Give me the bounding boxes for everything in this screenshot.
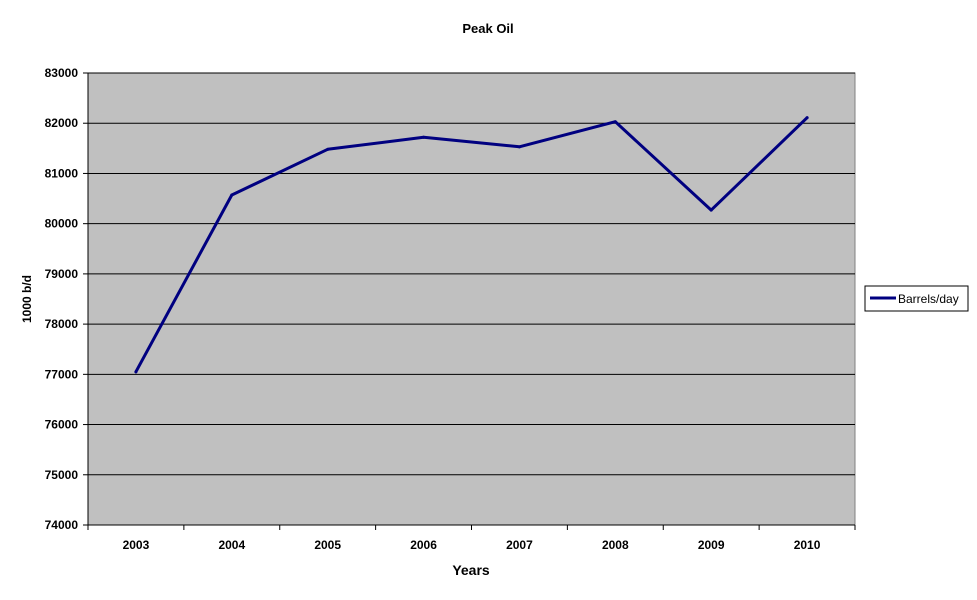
series: [134, 116, 809, 374]
y-tick-label: 78000: [45, 317, 79, 331]
chart-title: Peak Oil: [462, 21, 513, 36]
y-tick-label: 82000: [45, 116, 79, 130]
data-point: [134, 370, 138, 374]
data-point: [326, 147, 330, 151]
x-tick-label: 2003: [123, 538, 150, 552]
x-tick-label: 2009: [698, 538, 725, 552]
data-point: [709, 208, 713, 212]
gridlines: [88, 72, 855, 476]
y-tick-label: 79000: [45, 267, 79, 281]
y-tick-labels: 74000 75000 76000 77000 78000 79000 80000 81000…: [45, 66, 79, 532]
data-point: [230, 193, 234, 197]
y-tick-label: 81000: [45, 166, 79, 180]
y-tick-label: 74000: [45, 518, 79, 532]
axes: [83, 72, 856, 530]
plot-area: [87, 72, 856, 526]
y-tick-label: 77000: [45, 367, 79, 381]
y-tick-label: 83000: [45, 66, 79, 80]
x-tick-label: 2006: [410, 538, 437, 552]
legend-label: Barrels/day: [898, 292, 959, 306]
y-axis-title: 1000 b/d: [20, 275, 34, 323]
y-tick-label: 75000: [45, 468, 79, 482]
x-tick-label: 2008: [602, 538, 629, 552]
x-tick-label: 2010: [794, 538, 821, 552]
y-tick-label: 76000: [45, 418, 79, 432]
x-axis-title: Years: [452, 562, 490, 578]
data-point: [517, 145, 521, 149]
x-tick-labels: 2003 2004 2005 2006 2007 2008 2009 2010: [123, 538, 821, 552]
x-tick-label: 2004: [218, 538, 245, 552]
y-tick-label: 80000: [45, 217, 79, 231]
x-tick-label: 2007: [506, 538, 533, 552]
data-point: [613, 120, 617, 124]
series-line: [134, 116, 809, 374]
legend: Barrels/day: [864, 285, 969, 312]
data-point: [422, 135, 426, 139]
x-tick-label: 2005: [314, 538, 341, 552]
data-point: [805, 116, 809, 120]
